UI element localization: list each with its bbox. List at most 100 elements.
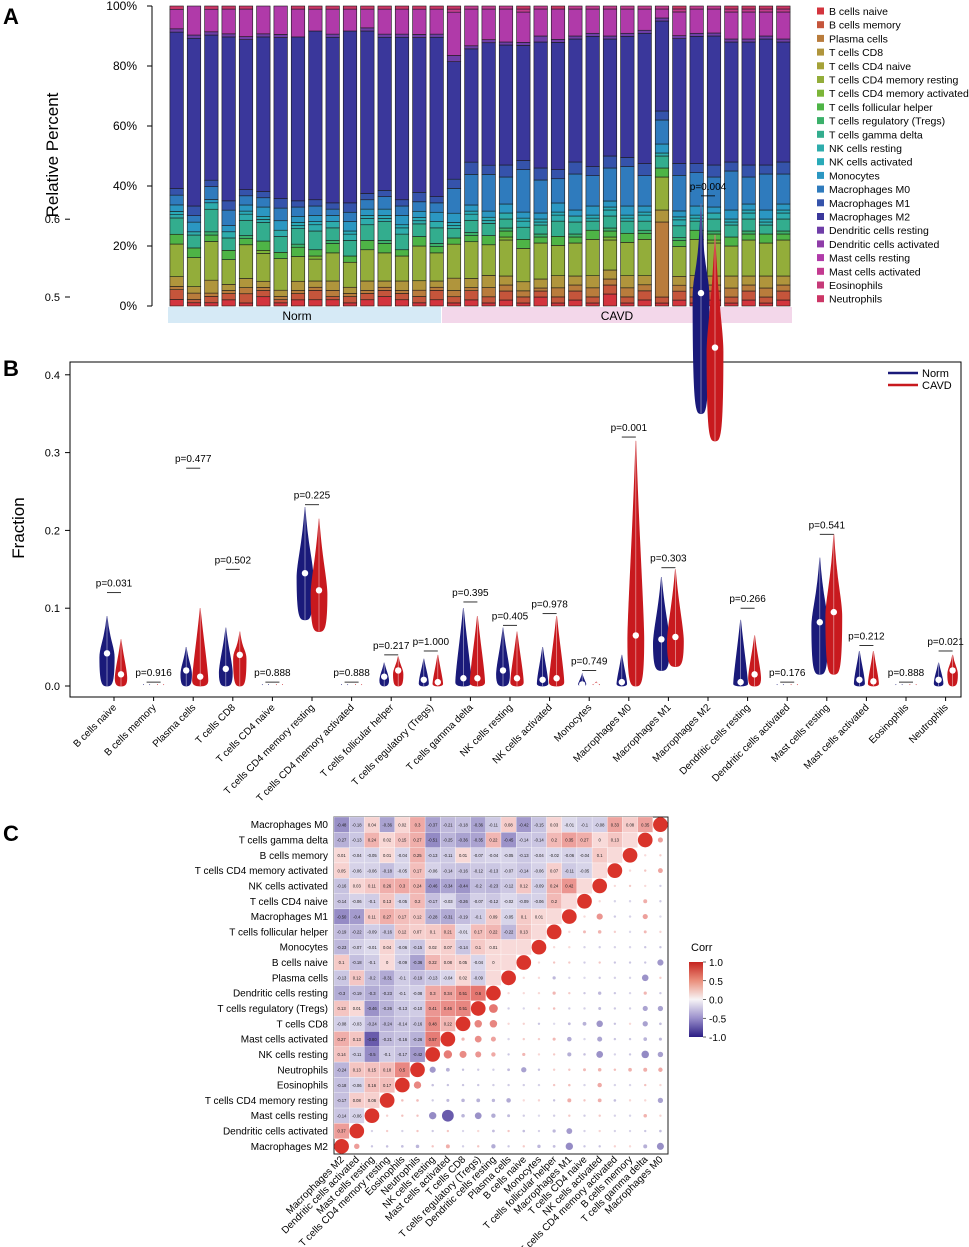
bar-segment [429,202,444,213]
bar-segment [741,212,756,220]
corr-circle [522,1007,525,1010]
bar-segment [412,223,427,237]
bar-segment [481,216,496,221]
bar-segment [654,152,670,157]
legend-label: Macrophages M2 [829,212,910,224]
corr-value-text: -0.05 [398,899,408,904]
bar-segment [290,222,306,226]
bar-segment [654,155,670,169]
bar-segment [533,41,548,169]
legend-label: T cells follicular helper [829,102,933,114]
corr-circle [537,1022,541,1025]
bar-segment [204,234,219,242]
bar-segment [204,296,219,304]
corr-value-text: -0.03 [443,899,453,904]
bar-segment [186,231,202,236]
bar-segment [568,215,583,223]
bar-segment [308,299,323,307]
bar-segment [412,192,427,203]
corr-value-text: -0.15 [534,822,544,827]
legend-label: T cells regulatory (Tregs) [829,116,945,128]
bar-segment [481,5,496,10]
bar-segment [290,36,306,202]
bar-segment [758,275,774,289]
corr-circle [568,976,571,980]
bar-segment [412,210,427,218]
bar-segment [169,217,184,235]
corr-value-cell [622,832,638,848]
bar-segment [325,240,340,244]
corr-circle [552,1007,556,1010]
bar-segment [498,44,514,166]
panel-c-row-labels: Macrophages M0 T cells gamma delta B cells… [195,820,329,1153]
corr-value-text: 0.22 [489,930,498,935]
corr-value-text: 0.46 [444,1006,453,1011]
corr-circle [537,991,541,995]
bar-segment [776,203,791,211]
corr-value-text: 0.24 [550,884,559,889]
bar-segment [516,5,531,10]
bar-segment [481,210,496,218]
corr-circle [657,1005,664,1012]
colorbar-gradient [689,962,703,1037]
bar-segment [377,221,392,241]
bar-segment [516,8,531,13]
bar-segment [758,8,774,13]
corr-circle [507,1068,510,1072]
corr-value-text: -0.2 [368,976,376,981]
bar-segment [602,278,618,286]
bar-segment [464,299,479,307]
corr-circle [637,832,653,848]
corr-value-text: 0.35 [565,838,574,843]
corr-circle [446,1129,450,1133]
corr-circle [644,1083,647,1087]
bar-segment [533,296,548,307]
corr-value-text: -0.04 [473,960,483,965]
corr-circle [613,1129,617,1133]
bar-segment [446,55,462,62]
norm-group-label: Norm [282,309,311,323]
bar-segment [394,233,410,251]
corr-circle [567,1052,572,1057]
corr-value-text: -0.13 [398,1006,408,1011]
legend-label: Macrophages M1 [829,198,910,210]
corr-circle [568,1114,571,1117]
corr-value-text: -0.13 [519,853,529,858]
corr-circle [474,1112,482,1120]
panel-a: A Relative Percent 0% 20% 40% 60% 80% 100% No… [3,0,969,323]
corr-value-text: 0.24 [413,884,422,889]
bar-segment [221,290,236,294]
bar-segment [412,8,427,35]
corr-circle [429,1112,437,1120]
panel-a-label: A [3,4,19,29]
corr-value-text: -0.07 [473,899,483,904]
bar-segment [238,5,254,10]
corr-circle [507,1053,510,1056]
bar-segment [498,239,514,277]
bar-segment [602,8,618,37]
bar-segment [394,36,410,201]
corr-value-text: -0.5 [368,1052,376,1057]
corr-circle [583,1083,586,1087]
bar-segment [360,293,375,301]
bar-segment [429,299,444,307]
corr-value-text: -0.17 [398,1052,408,1057]
bar-segment [290,216,306,223]
corr-circle [597,1082,602,1088]
bar-segment [342,230,358,235]
bar-segment [169,299,184,307]
corr-circle [401,1099,404,1102]
panel-b-y-axis: 0.0 0.1 0.2 0.3 0.4 0.5 0.6 [45,214,70,693]
bar-segment [204,31,219,36]
bar-segment [412,236,427,247]
bar-segment [637,229,652,234]
pvalue-label: p=0.916 [135,668,172,679]
corr-circle [583,1114,586,1117]
corr-circle [477,1145,480,1148]
bar-segment [308,290,323,301]
bar-segment [308,199,323,207]
bar-segment [429,243,444,247]
corr-circle [537,976,541,980]
bar-segment [360,8,375,29]
